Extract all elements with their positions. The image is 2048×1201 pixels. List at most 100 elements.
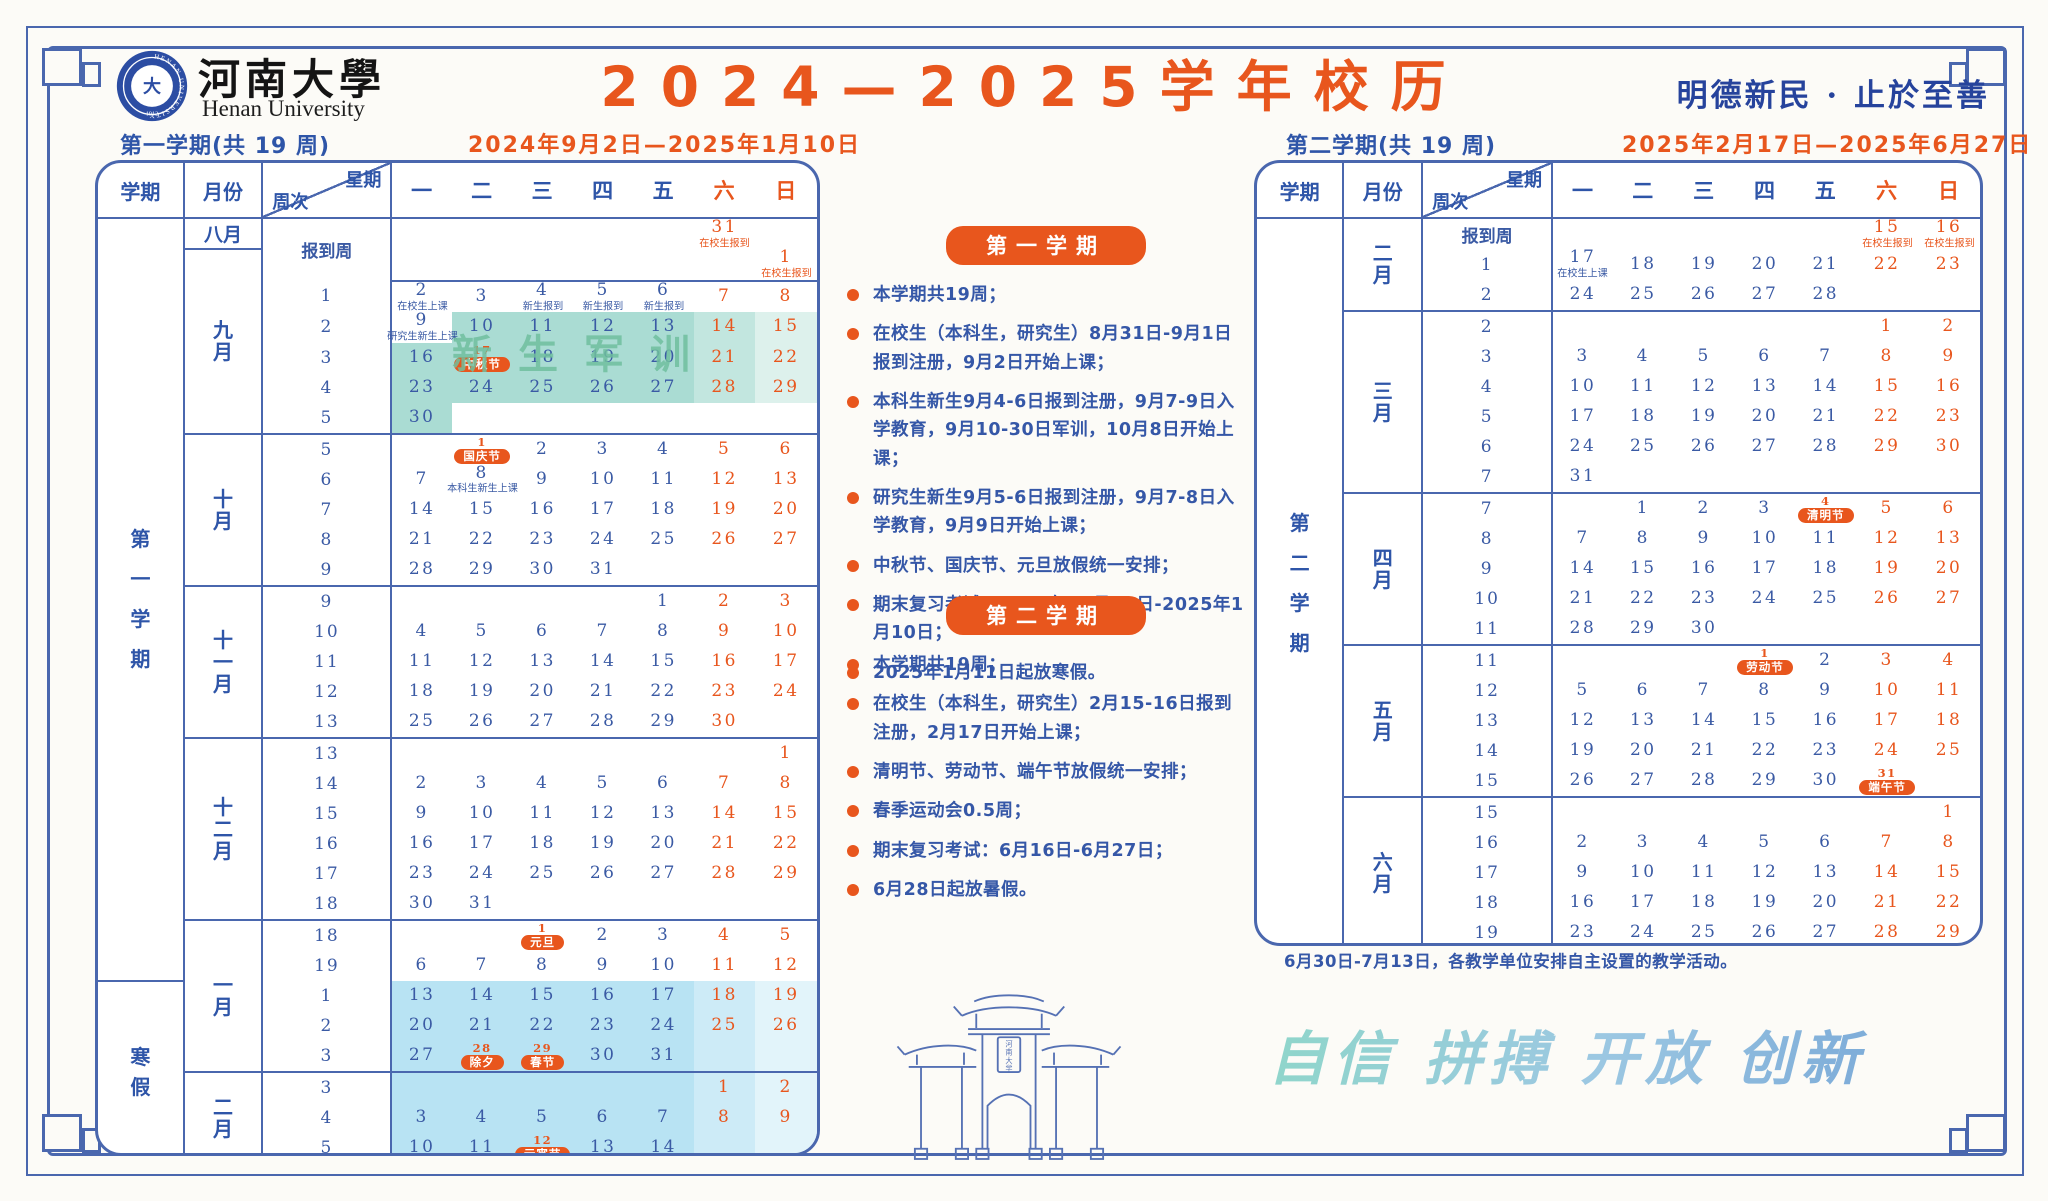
day-cell <box>1795 218 1856 249</box>
university-seal-icon: HENAN UNIVERSITY 1912 大 <box>114 48 190 128</box>
date-number: 19 <box>1751 891 1779 912</box>
day-cell: 18 <box>512 829 573 859</box>
day-cell: 31 端午节 <box>1856 765 1919 798</box>
day-cell: 25 <box>1612 279 1674 312</box>
slogan-word: 自信 <box>1268 1025 1399 1093</box>
date-number: 30 <box>408 406 436 427</box>
date-number: 5 <box>1758 831 1772 852</box>
date-number: 16 <box>1935 375 1963 396</box>
date-number: 13 <box>1629 709 1657 730</box>
month-cell: 二月 <box>183 1071 264 1153</box>
day-cell <box>1552 218 1613 249</box>
week-number-cell: 17 <box>1422 857 1554 888</box>
day-cell: 16 <box>694 647 756 677</box>
date-number: 27 <box>1812 921 1840 942</box>
date-number: 24 <box>1569 435 1597 456</box>
weekno-label: 周次 <box>1432 192 1469 213</box>
date-number: 28 <box>589 711 617 732</box>
month-column-header: 月份 <box>1343 163 1424 219</box>
day-cell: 28 <box>1673 765 1735 798</box>
week-number-cell: 15 <box>1422 796 1554 828</box>
week-number-cell: 14 <box>1422 735 1554 766</box>
date-number: 8 <box>779 286 793 307</box>
day-cell: 7 <box>633 1102 694 1133</box>
day-cell: 1 劳动节 <box>1735 645 1796 676</box>
day-cell: 18 <box>391 677 452 707</box>
day-cell <box>693 1040 756 1073</box>
date-number: 22 <box>1751 739 1779 760</box>
date-number: 22 <box>772 833 800 854</box>
day-cell: 1 元旦 <box>512 920 573 951</box>
date-number: 9 <box>1697 527 1711 548</box>
day-cell <box>512 738 573 769</box>
day-cell: 24 <box>452 859 513 889</box>
week-number-cell: 3 <box>1422 341 1554 372</box>
date-number: 19 <box>1873 557 1901 578</box>
day-cell: 2 在校生上课 <box>391 281 452 312</box>
day-of-week-header: 二 <box>451 163 513 219</box>
day-cell <box>755 888 817 921</box>
day-cell: 21 <box>1674 736 1735 766</box>
week-number-cell: 3 <box>262 342 393 373</box>
date-number: 27 <box>1629 769 1657 790</box>
day-cell <box>1735 311 1796 342</box>
day-cell: 6 <box>512 617 573 647</box>
date-number: 27 <box>1935 587 1963 608</box>
date-number: 31 <box>589 559 617 580</box>
date-number: 28 <box>711 863 738 884</box>
date-number: 24 <box>650 1015 677 1036</box>
university-motto: 明德新民 · 止於至善 <box>1676 78 1990 114</box>
day-cell: 21 <box>1795 249 1856 279</box>
day-cell: 7 <box>1552 524 1613 554</box>
day-cell <box>633 1071 694 1103</box>
day-cell: 20 <box>633 829 694 859</box>
day-cell: 10 <box>452 799 513 829</box>
month-cell: 三月 <box>1343 310 1424 494</box>
campus-gate-illustration: 河 南 大 学 <box>876 972 1142 1174</box>
day-cell: 16 <box>391 829 452 859</box>
day-cell: 20 <box>1613 736 1674 766</box>
month-cell: 十二月 <box>183 737 264 921</box>
date-number: 17 <box>1569 405 1597 426</box>
day-cell: 18 <box>633 495 694 525</box>
day-cell: 14 <box>1856 858 1918 888</box>
date-number: 16 <box>1935 217 1963 237</box>
day-cell <box>451 402 513 435</box>
date-number: 10 <box>1751 527 1779 548</box>
date-number: 3 <box>596 438 610 459</box>
note-item: 期末复习考试：6月16日-6月27日； <box>846 837 1246 865</box>
day-cell: 14 <box>573 647 634 677</box>
date-number: 5 <box>596 773 610 794</box>
day-cell: 7 <box>694 281 756 312</box>
date-number: 26 <box>468 711 496 732</box>
day-cell <box>391 249 452 282</box>
day-cell <box>1552 645 1613 676</box>
date-number: 18 <box>529 833 556 854</box>
day-cell: 1 <box>755 738 817 769</box>
date-number: 10 <box>1873 679 1901 700</box>
day-cell <box>633 218 694 249</box>
day-of-week-header: 六 <box>1856 163 1919 219</box>
day-cell: 6 <box>755 434 817 465</box>
date-number: 16 <box>1690 557 1718 578</box>
day-cell: 6 <box>1613 676 1674 706</box>
date-number: 15 <box>1935 861 1963 882</box>
semester2-notes-panel: 第二学期 本学期共19周； 在校生（本科生，研究生）2月15-16日报到注册，2月1… <box>846 596 1246 915</box>
day-cell: 5 新生报到 <box>573 281 634 312</box>
day-cell: 24 <box>1552 279 1613 312</box>
date-number: 6 <box>1819 831 1833 852</box>
date-number: 23 <box>529 529 556 550</box>
day-cell: 12 <box>1552 706 1613 736</box>
day-cell: 21 <box>1795 402 1856 432</box>
date-number: 30 <box>589 1045 617 1066</box>
day-cell: 7 <box>1674 676 1735 706</box>
date-number: 14 <box>1812 375 1840 396</box>
date-number: 13 <box>650 803 677 824</box>
date-number: 24 <box>1569 283 1597 304</box>
day-cell <box>633 402 694 435</box>
date-number: 25 <box>1629 283 1657 304</box>
day-cell: 13 <box>633 799 694 829</box>
date-number: 28 <box>1569 617 1597 638</box>
day-cell: 22 <box>755 829 817 859</box>
date-number: 3 <box>475 773 489 794</box>
